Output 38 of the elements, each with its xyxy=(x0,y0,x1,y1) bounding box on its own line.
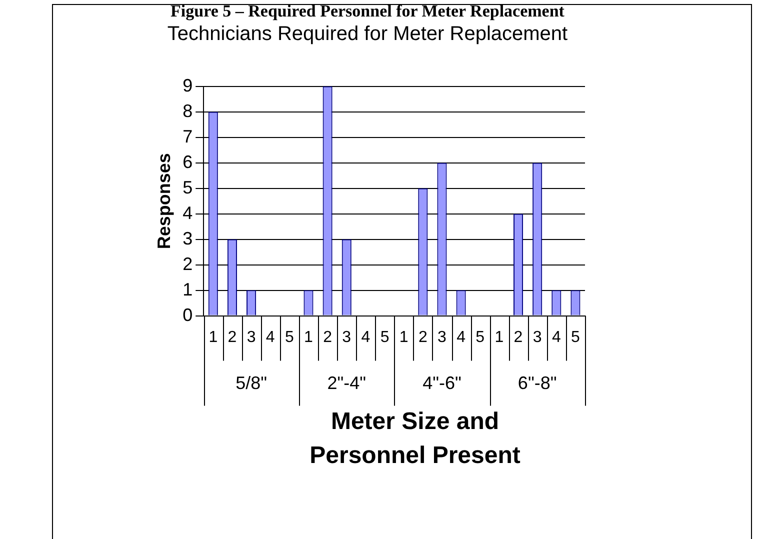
x-tick-label: 5 xyxy=(571,328,580,346)
y-tick-label: 0 xyxy=(182,304,193,325)
x-tick-label: 1 xyxy=(304,328,314,346)
x-axis-title: Meter Size and Personnel Present xyxy=(308,407,522,471)
x-tick-label: 2 xyxy=(228,328,237,346)
x-tick-label: 1 xyxy=(494,328,504,346)
x-tick-label: 2 xyxy=(514,328,523,346)
x-tick-label: 4 xyxy=(266,328,275,346)
y-tick-label: 8 xyxy=(182,100,193,121)
text: 5/8" xyxy=(236,372,267,393)
y-tick-label: 3 xyxy=(182,228,193,248)
x-tick-label: 5 xyxy=(284,328,294,346)
y-tick-label: 1 xyxy=(182,279,193,300)
x-tick-label: 5 xyxy=(380,328,390,346)
x-tick-label: 3 xyxy=(438,328,447,346)
x-tick-label: 2 xyxy=(323,328,332,346)
text: 6"-8" xyxy=(518,372,557,393)
y-tick-label: 9 xyxy=(182,75,193,96)
chart-title: Figure 5 – Required Personnel for Meter Replacement xyxy=(170,2,565,21)
text: 4"-6" xyxy=(422,372,462,393)
x-tick-label: 3 xyxy=(246,328,256,346)
x-tick-label: 4 xyxy=(456,328,466,346)
y-tick-label: 4 xyxy=(182,202,193,223)
x-tick-label: 3 xyxy=(342,328,352,346)
x-tick-label: 5 xyxy=(476,328,485,346)
x-tick-label: 1 xyxy=(399,328,408,346)
y-tick-label: 2 xyxy=(182,254,193,274)
y-axis-title: Responses xyxy=(154,153,174,250)
x-tick-label: 4 xyxy=(552,328,561,346)
x-tick-label: 1 xyxy=(208,328,218,346)
y-tick-label: 6 xyxy=(182,152,193,172)
y-tick-label: 7 xyxy=(182,126,193,146)
text: 2"-4" xyxy=(327,372,366,393)
y-tick-label: 5 xyxy=(182,177,193,198)
chart-subtitle: Technicians Required for Meter Replacement xyxy=(167,22,568,45)
x-tick-label: 3 xyxy=(532,328,542,346)
x-tick-label: 4 xyxy=(361,328,370,346)
x-tick-label: 2 xyxy=(418,328,428,346)
